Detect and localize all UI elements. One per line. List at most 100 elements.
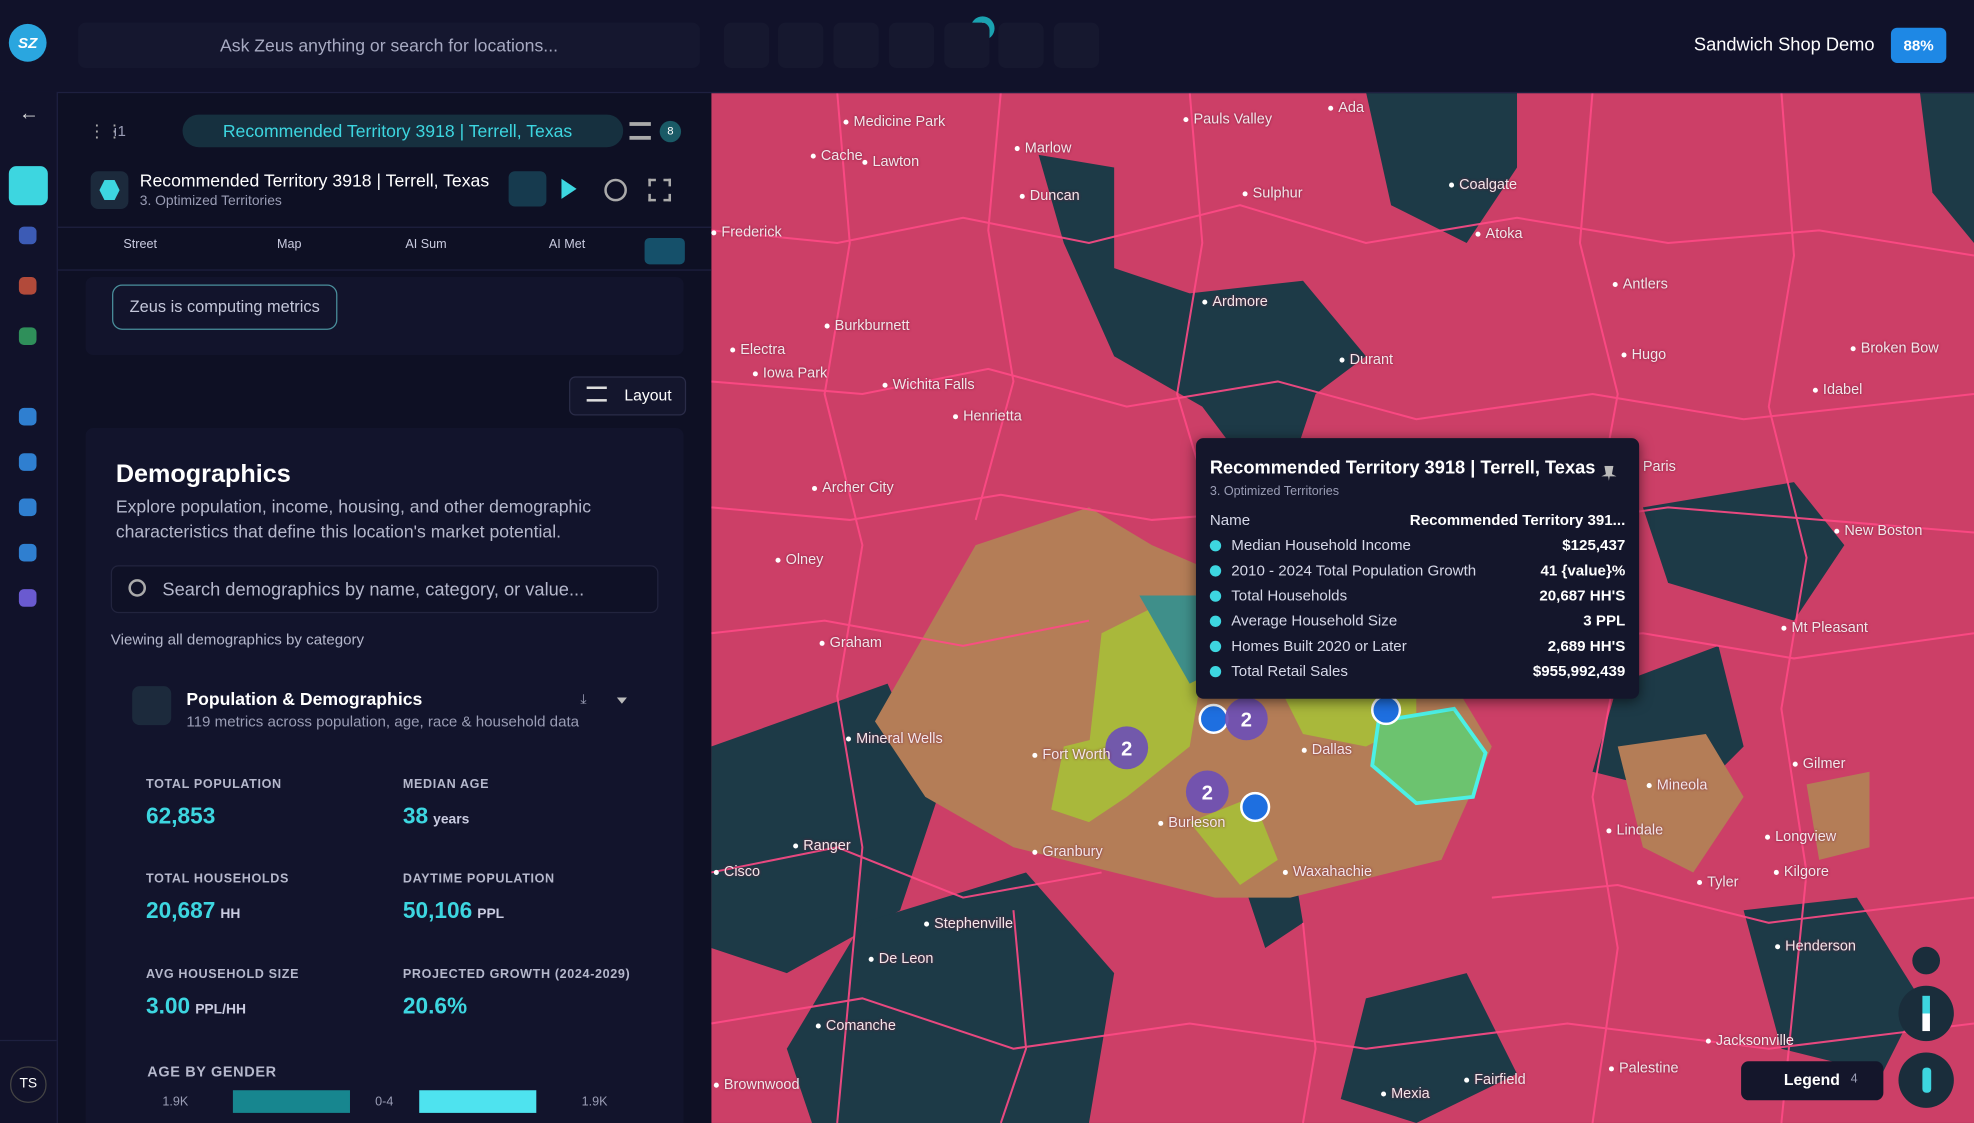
play-button[interactable]	[561, 178, 577, 199]
search-bar[interactable]: Ask Zeus anything or search for location…	[78, 22, 700, 68]
toolbar-button[interactable]	[833, 22, 879, 68]
nav-icon[interactable]	[18, 327, 37, 345]
toolbar-button[interactable]	[778, 22, 824, 68]
map-label[interactable]: Ranger	[793, 838, 850, 853]
cluster-count[interactable]: 2	[1241, 709, 1252, 731]
usage-percent[interactable]: 88%	[1890, 27, 1947, 63]
legend-label[interactable]: Legend	[1783, 1071, 1840, 1089]
drag-handle[interactable]: ⋮⋮	[88, 120, 124, 142]
map-label[interactable]: Mineral Wells	[846, 731, 943, 746]
map-label[interactable]: Iowa Park	[753, 366, 827, 381]
map-label[interactable]: Burleson	[1158, 816, 1225, 831]
category-title[interactable]: Population & Demographics	[186, 688, 423, 709]
toolbar-button[interactable]	[944, 22, 990, 68]
map-label[interactable]: Paris	[1633, 460, 1676, 475]
nav-icon[interactable]	[18, 276, 37, 295]
map-label[interactable]: Duncan	[1020, 189, 1080, 204]
user-avatar[interactable]: TS	[10, 1066, 47, 1103]
download-button[interactable]: ⤓	[580, 692, 587, 708]
map-label[interactable]: Fort Worth	[1032, 748, 1110, 763]
nav-location[interactable]	[8, 166, 48, 206]
fullscreen-button[interactable]	[648, 178, 672, 202]
breadcrumb[interactable]: Recommended Territory 3918 | Terrell, Te…	[182, 114, 624, 148]
location-marker[interactable]	[1198, 703, 1229, 734]
chip[interactable]: Map	[276, 237, 302, 252]
map-label[interactable]: Coalgate	[1449, 178, 1517, 193]
map-label[interactable]: Dallas	[1302, 743, 1352, 758]
toolbar-button[interactable]	[723, 22, 770, 68]
map-label[interactable]: Antlers	[1613, 277, 1668, 292]
map-label[interactable]: Broken Bow	[1851, 341, 1939, 356]
street-view-button[interactable]	[1898, 1052, 1954, 1108]
map-label[interactable]: Fairfield	[1464, 1073, 1525, 1088]
map-label[interactable]: New Boston	[1834, 524, 1922, 539]
nav-icon[interactable]	[18, 589, 37, 607]
cluster[interactable]	[1105, 726, 1149, 770]
nav-icon[interactable]	[18, 407, 37, 426]
tilt-button[interactable]	[1912, 946, 1941, 975]
map-label[interactable]: Gilmer	[1793, 757, 1846, 772]
map-label[interactable]: Burkburnett	[825, 319, 910, 334]
map-label[interactable]: Marlow	[1015, 141, 1072, 156]
toolbar-button[interactable]	[1053, 22, 1100, 68]
map-label[interactable]: Archer City	[812, 481, 894, 496]
map-label[interactable]: Olney	[776, 553, 824, 568]
cluster-count[interactable]: 2	[1121, 738, 1132, 760]
chip[interactable]: AI Sum	[405, 237, 447, 252]
map-label[interactable]: Henrietta	[953, 409, 1022, 424]
list-icon[interactable]	[629, 122, 651, 140]
map-label[interactable]: Henderson	[1775, 939, 1856, 954]
expand-button[interactable]	[616, 697, 627, 704]
map-label[interactable]: Brownwood	[714, 1078, 800, 1093]
location-marker[interactable]	[1370, 694, 1402, 726]
map-label[interactable]: Jacksonville	[1706, 1034, 1794, 1049]
project-name[interactable]: Sandwich Shop Demo	[1693, 35, 1875, 56]
layout-button[interactable]: Layout	[569, 376, 687, 416]
map-label[interactable]: De Leon	[869, 952, 934, 967]
map-label[interactable]: Frederick	[711, 225, 781, 240]
history-button[interactable]	[604, 178, 627, 202]
map-label[interactable]: Durant	[1340, 353, 1393, 368]
map-label[interactable]: Cisco	[714, 865, 760, 880]
map-label[interactable]: Lindale	[1606, 823, 1663, 838]
map-label[interactable]: Sulphur	[1243, 186, 1303, 201]
map-label[interactable]: Waxahachie	[1283, 865, 1372, 880]
cluster[interactable]	[1185, 770, 1229, 814]
nav-icon[interactable]	[18, 498, 37, 517]
map-label[interactable]: Electra	[730, 342, 785, 357]
grid-button[interactable]	[508, 171, 547, 207]
map-label[interactable]: Lawton	[862, 155, 919, 170]
map-label[interactable]: Atoka	[1475, 227, 1523, 242]
map-label[interactable]: Graham	[820, 636, 882, 651]
back-button[interactable]: ←	[18, 103, 40, 125]
nav-icon[interactable]	[18, 453, 37, 471]
map-label[interactable]: Idabel	[1813, 383, 1862, 398]
map-label[interactable]: Mexia	[1381, 1086, 1430, 1101]
map-label[interactable]: Mineola	[1647, 778, 1708, 793]
nav-icon[interactable]	[18, 226, 37, 245]
location-marker[interactable]	[1240, 791, 1271, 823]
cluster[interactable]	[1224, 697, 1268, 741]
map-label[interactable]: Wichita Falls	[883, 378, 975, 393]
toolbar-button[interactable]	[998, 22, 1044, 68]
logo[interactable]: SZ	[8, 23, 47, 62]
map-label[interactable]: Longview	[1765, 830, 1836, 845]
map-label[interactable]: Stephenville	[924, 917, 1013, 932]
edit-button[interactable]	[644, 237, 685, 265]
map-label[interactable]: Pauls Valley	[1183, 112, 1272, 127]
map-label[interactable]: Mt Pleasant	[1781, 621, 1867, 636]
map-label[interactable]: Medicine Park	[843, 115, 946, 130]
map-label[interactable]: Palestine	[1609, 1061, 1679, 1076]
demographics-search[interactable]: Search demographics by name, category, o…	[110, 565, 659, 614]
compass[interactable]	[1898, 985, 1954, 1042]
map-label[interactable]: Tyler	[1697, 875, 1738, 890]
cluster-count[interactable]: 2	[1202, 782, 1213, 804]
map-label[interactable]: Granbury	[1032, 845, 1102, 860]
chip[interactable]: AI Met	[548, 237, 586, 252]
legend-button[interactable]	[1741, 1061, 1884, 1101]
map-label[interactable]: Cache	[811, 149, 863, 164]
map-label[interactable]: Hugo	[1622, 347, 1667, 362]
chip[interactable]: Street	[123, 237, 157, 252]
map-label[interactable]: Comanche	[816, 1018, 896, 1033]
map-label[interactable]: Kilgore	[1774, 865, 1829, 880]
